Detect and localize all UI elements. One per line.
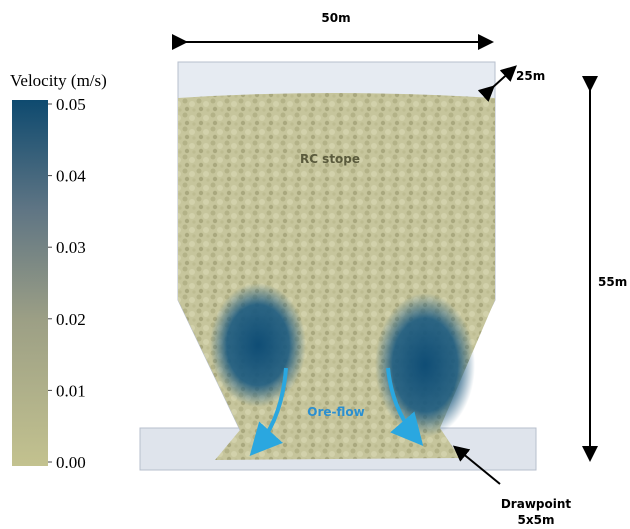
stope-label: RC stope [300,152,360,166]
colorbar [12,100,48,466]
colorbar-title: Velocity (m/s) [10,71,107,90]
figure: Velocity (m/s) 0.000.010.020.030.040.05 … [0,0,630,529]
flow-zone [375,293,475,437]
flow-label: Ore-flow [307,405,364,419]
tick-label: 0.04 [56,167,86,186]
drawpoint-size: 5x5m [518,513,555,527]
colorbar-ticks: 0.00 0.01 0.02 0.03 0.04 0.05 [48,95,86,472]
tick-label: 0.02 [56,310,86,329]
tick-label: 0.01 [56,381,86,400]
tick-label: 0.00 [56,453,86,472]
width-label: 50m [321,11,350,25]
flow-zone [210,283,306,407]
depth-label: 25m [516,69,545,83]
drawpoint-label: Drawpoint [501,497,572,511]
tick-label: 0.03 [56,238,86,257]
tick-label: 0.05 [56,95,86,114]
height-label: 55m [598,275,627,289]
